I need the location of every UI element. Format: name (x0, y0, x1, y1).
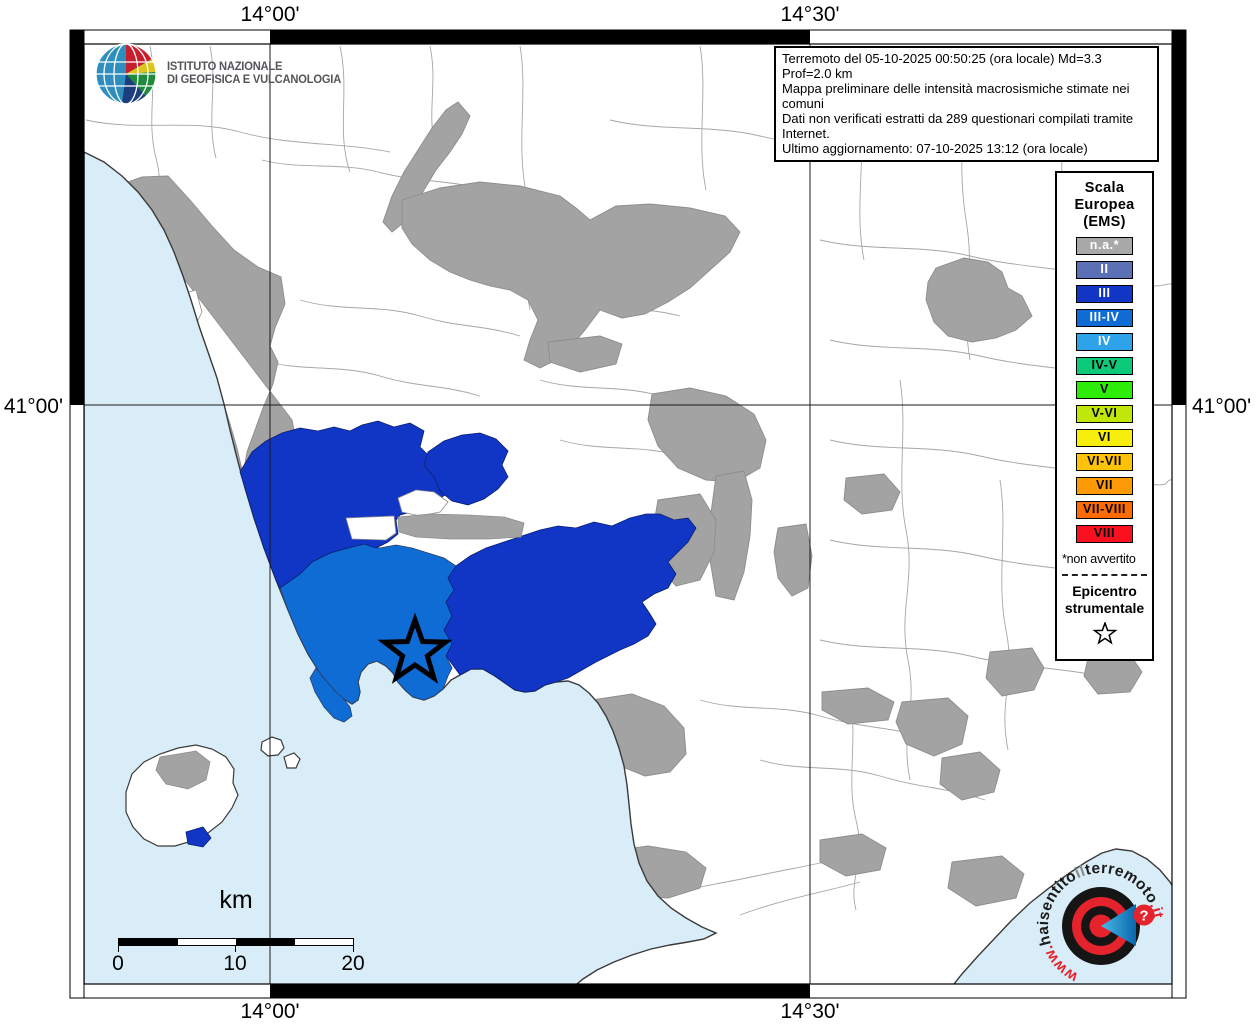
event-info-line: Ultimo aggiornamento: 07-10-2025 13:12 (… (782, 141, 1088, 156)
bullseye-logo-icon: ? www.haisentitoilterremoto.it (1035, 860, 1166, 986)
question-badge (1133, 904, 1155, 926)
legend-swatch-viii: VIII (1076, 525, 1133, 543)
coord-label-bottom-left: 14°00' (240, 1000, 300, 1023)
scalebar-label-10: 10 (223, 952, 247, 975)
legend-ems-scale: Scala Europea (EMS) n.a.* II III III-IV … (1055, 171, 1154, 661)
legend-epicenter-title: Epicentro strumentale (1064, 583, 1145, 616)
intensity-iii-iv-region (279, 543, 457, 723)
ingv-name-line2: DI GEOFISICA E VULCANOLOGIA (167, 74, 342, 86)
legend-swatch-vii: VII (1076, 477, 1133, 495)
ischia-island (125, 744, 239, 847)
legend-swatch-iii: III (1076, 285, 1133, 303)
tyrrhenian-sea (84, 151, 718, 984)
scalebar (118, 938, 354, 946)
legend-swatch-ii: II (1076, 261, 1133, 279)
coord-label-top-left: 14°00' (240, 3, 300, 26)
legend-divider (1062, 574, 1147, 576)
event-info-box: Terremoto del 05-10-2025 00:50:25 (ora l… (774, 46, 1159, 162)
coord-label-right: 41°00' (1192, 395, 1252, 418)
intensity-iii-region (185, 420, 697, 848)
ingv-logo: ISTITUTO NAZIONALE DI GEOFISICA E VULCAN… (94, 42, 346, 106)
question-mark: ? (1139, 908, 1148, 925)
haisentitoilterremoto-logo: ? www.haisentitoilterremoto.it (1030, 842, 1172, 999)
procida-island (260, 736, 285, 757)
legend-swatch-iv: IV (1076, 333, 1133, 351)
epicenter-star (377, 612, 453, 684)
legend-swatch-na: n.a.* (1076, 237, 1133, 255)
legend-swatch-v-vi: V-VI (1076, 405, 1133, 423)
scalebar-unit-label: km (219, 886, 253, 914)
ingv-globe-icon (95, 43, 157, 105)
legend-footnote: *non avvertito (1062, 552, 1136, 566)
legend-epicenter-symbol (1057, 620, 1152, 651)
star-icon (1091, 620, 1118, 645)
white-inlier-2 (345, 515, 397, 541)
event-info-line: Terremoto del 05-10-2025 00:50:25 (ora l… (782, 51, 1102, 81)
na-inlier-strip (397, 513, 525, 540)
legend-swatch-iii-iv: III-IV (1076, 309, 1133, 327)
islet (283, 752, 301, 769)
scalebar-label-20: 20 (341, 952, 365, 975)
white-inlier (397, 489, 449, 517)
event-info-line: Dati non verificati estratti da 289 ques… (782, 111, 1134, 141)
coord-label-left: 41°00' (3, 395, 63, 418)
islands (125, 736, 301, 847)
scalebar-tick (235, 946, 236, 952)
legend-swatch-iv-v: IV-V (1076, 357, 1133, 375)
graticule (84, 44, 1172, 984)
ingv-logo-text: ISTITUTO NAZIONALE DI GEOFISICA E VULCAN… (167, 61, 341, 87)
legend-swatch-vii-viii: VII-VIII (1076, 501, 1133, 519)
ingv-name-line1: ISTITUTO NAZIONALE (167, 61, 283, 73)
scalebar-tick (118, 946, 119, 952)
coord-label-top-right: 14°30' (780, 3, 840, 26)
legend-swatch-vi-vii: VI-VII (1076, 453, 1133, 471)
coord-label-bottom-right: 14°30' (780, 1000, 840, 1023)
megaphone-icon (1101, 904, 1136, 946)
scalebar-label-0: 0 (112, 952, 124, 975)
ischia-na-municipality (155, 750, 211, 790)
legend-swatch-vi: VI (1076, 429, 1133, 447)
legend-title: Scala Europea (EMS) (1074, 180, 1135, 230)
legend-swatch-v: V (1076, 381, 1133, 399)
scalebar-tick (353, 946, 354, 952)
event-info-line: Mappa preliminare delle intensità macros… (782, 81, 1130, 111)
map-frame (69, 29, 1187, 999)
